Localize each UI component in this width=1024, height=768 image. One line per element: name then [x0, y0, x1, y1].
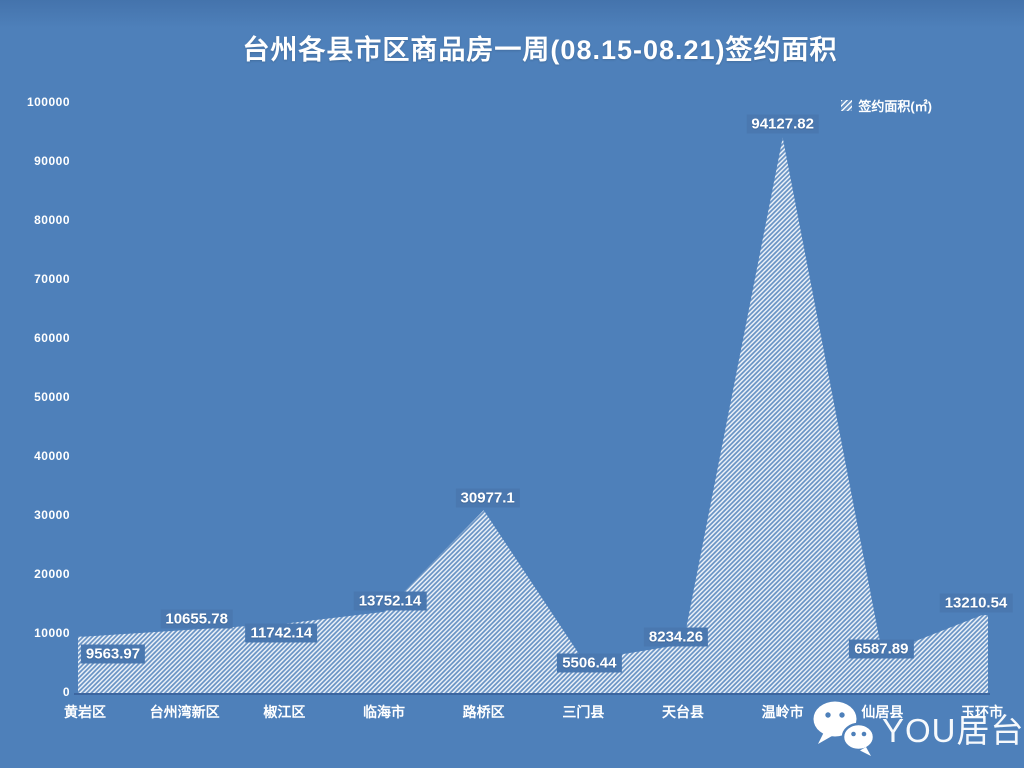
x-axis-category-label: 路桥区 — [462, 704, 505, 720]
y-axis-tick-label: 70000 — [34, 272, 70, 286]
x-axis-category-label: 三门县 — [562, 704, 605, 720]
y-axis-tick-label: 10000 — [34, 626, 70, 640]
data-label: 5506.44 — [557, 653, 622, 672]
y-axis-tick-label: 50000 — [34, 390, 70, 404]
data-label: 13210.54 — [939, 593, 1013, 613]
y-axis-tick-label: 60000 — [34, 331, 70, 345]
y-axis-tick-label: 0 — [62, 685, 70, 699]
wechat-icon — [813, 701, 876, 756]
x-axis-category-label: 玉环市 — [961, 704, 1003, 720]
y-axis-tick-label: 20000 — [34, 567, 70, 581]
y-axis-tick-label: 90000 — [34, 154, 70, 168]
watermark-text: YOU居台州 — [882, 712, 1024, 749]
data-label: 9563.97 — [80, 644, 146, 664]
data-label: 11742.14 — [245, 623, 318, 643]
data-label: 8234.26 — [643, 627, 709, 647]
y-axis-tick-label: 80000 — [34, 213, 70, 227]
x-axis-category-label: 天台县 — [662, 704, 704, 720]
data-label: 30977.1 — [455, 488, 520, 508]
x-axis-category-label: 黄岩区 — [64, 704, 106, 720]
legend[interactable]: 签约面积(㎡) — [841, 96, 932, 115]
y-axis-tick-label: 40000 — [34, 449, 70, 463]
x-axis-category-label: 椒江区 — [263, 704, 306, 720]
data-label: 13752.14 — [353, 591, 427, 611]
chart-title: 台州各县市区商品房一周(08.15-08.21)签约面积 — [242, 35, 838, 65]
x-axis-category-label: 温岭市 — [761, 704, 804, 720]
x-axis-category-label: 临海市 — [363, 704, 405, 720]
x-axis-category-label: 仙居县 — [861, 704, 904, 720]
y-axis-tick-label: 30000 — [34, 508, 70, 522]
legend-hatch-swatch-icon — [841, 100, 853, 111]
area-series — [78, 137, 988, 694]
x-axis-category-label: 台州湾新区 — [149, 704, 220, 720]
legend-label: 签约面积(㎡) — [858, 99, 932, 114]
y-axis-tick-label: 100000 — [26, 95, 70, 109]
data-label: 6587.89 — [849, 639, 914, 659]
watermark: YOU居台州 — [810, 698, 1024, 758]
data-label: 10655.78 — [160, 609, 233, 629]
data-label: 94127.82 — [746, 114, 819, 134]
